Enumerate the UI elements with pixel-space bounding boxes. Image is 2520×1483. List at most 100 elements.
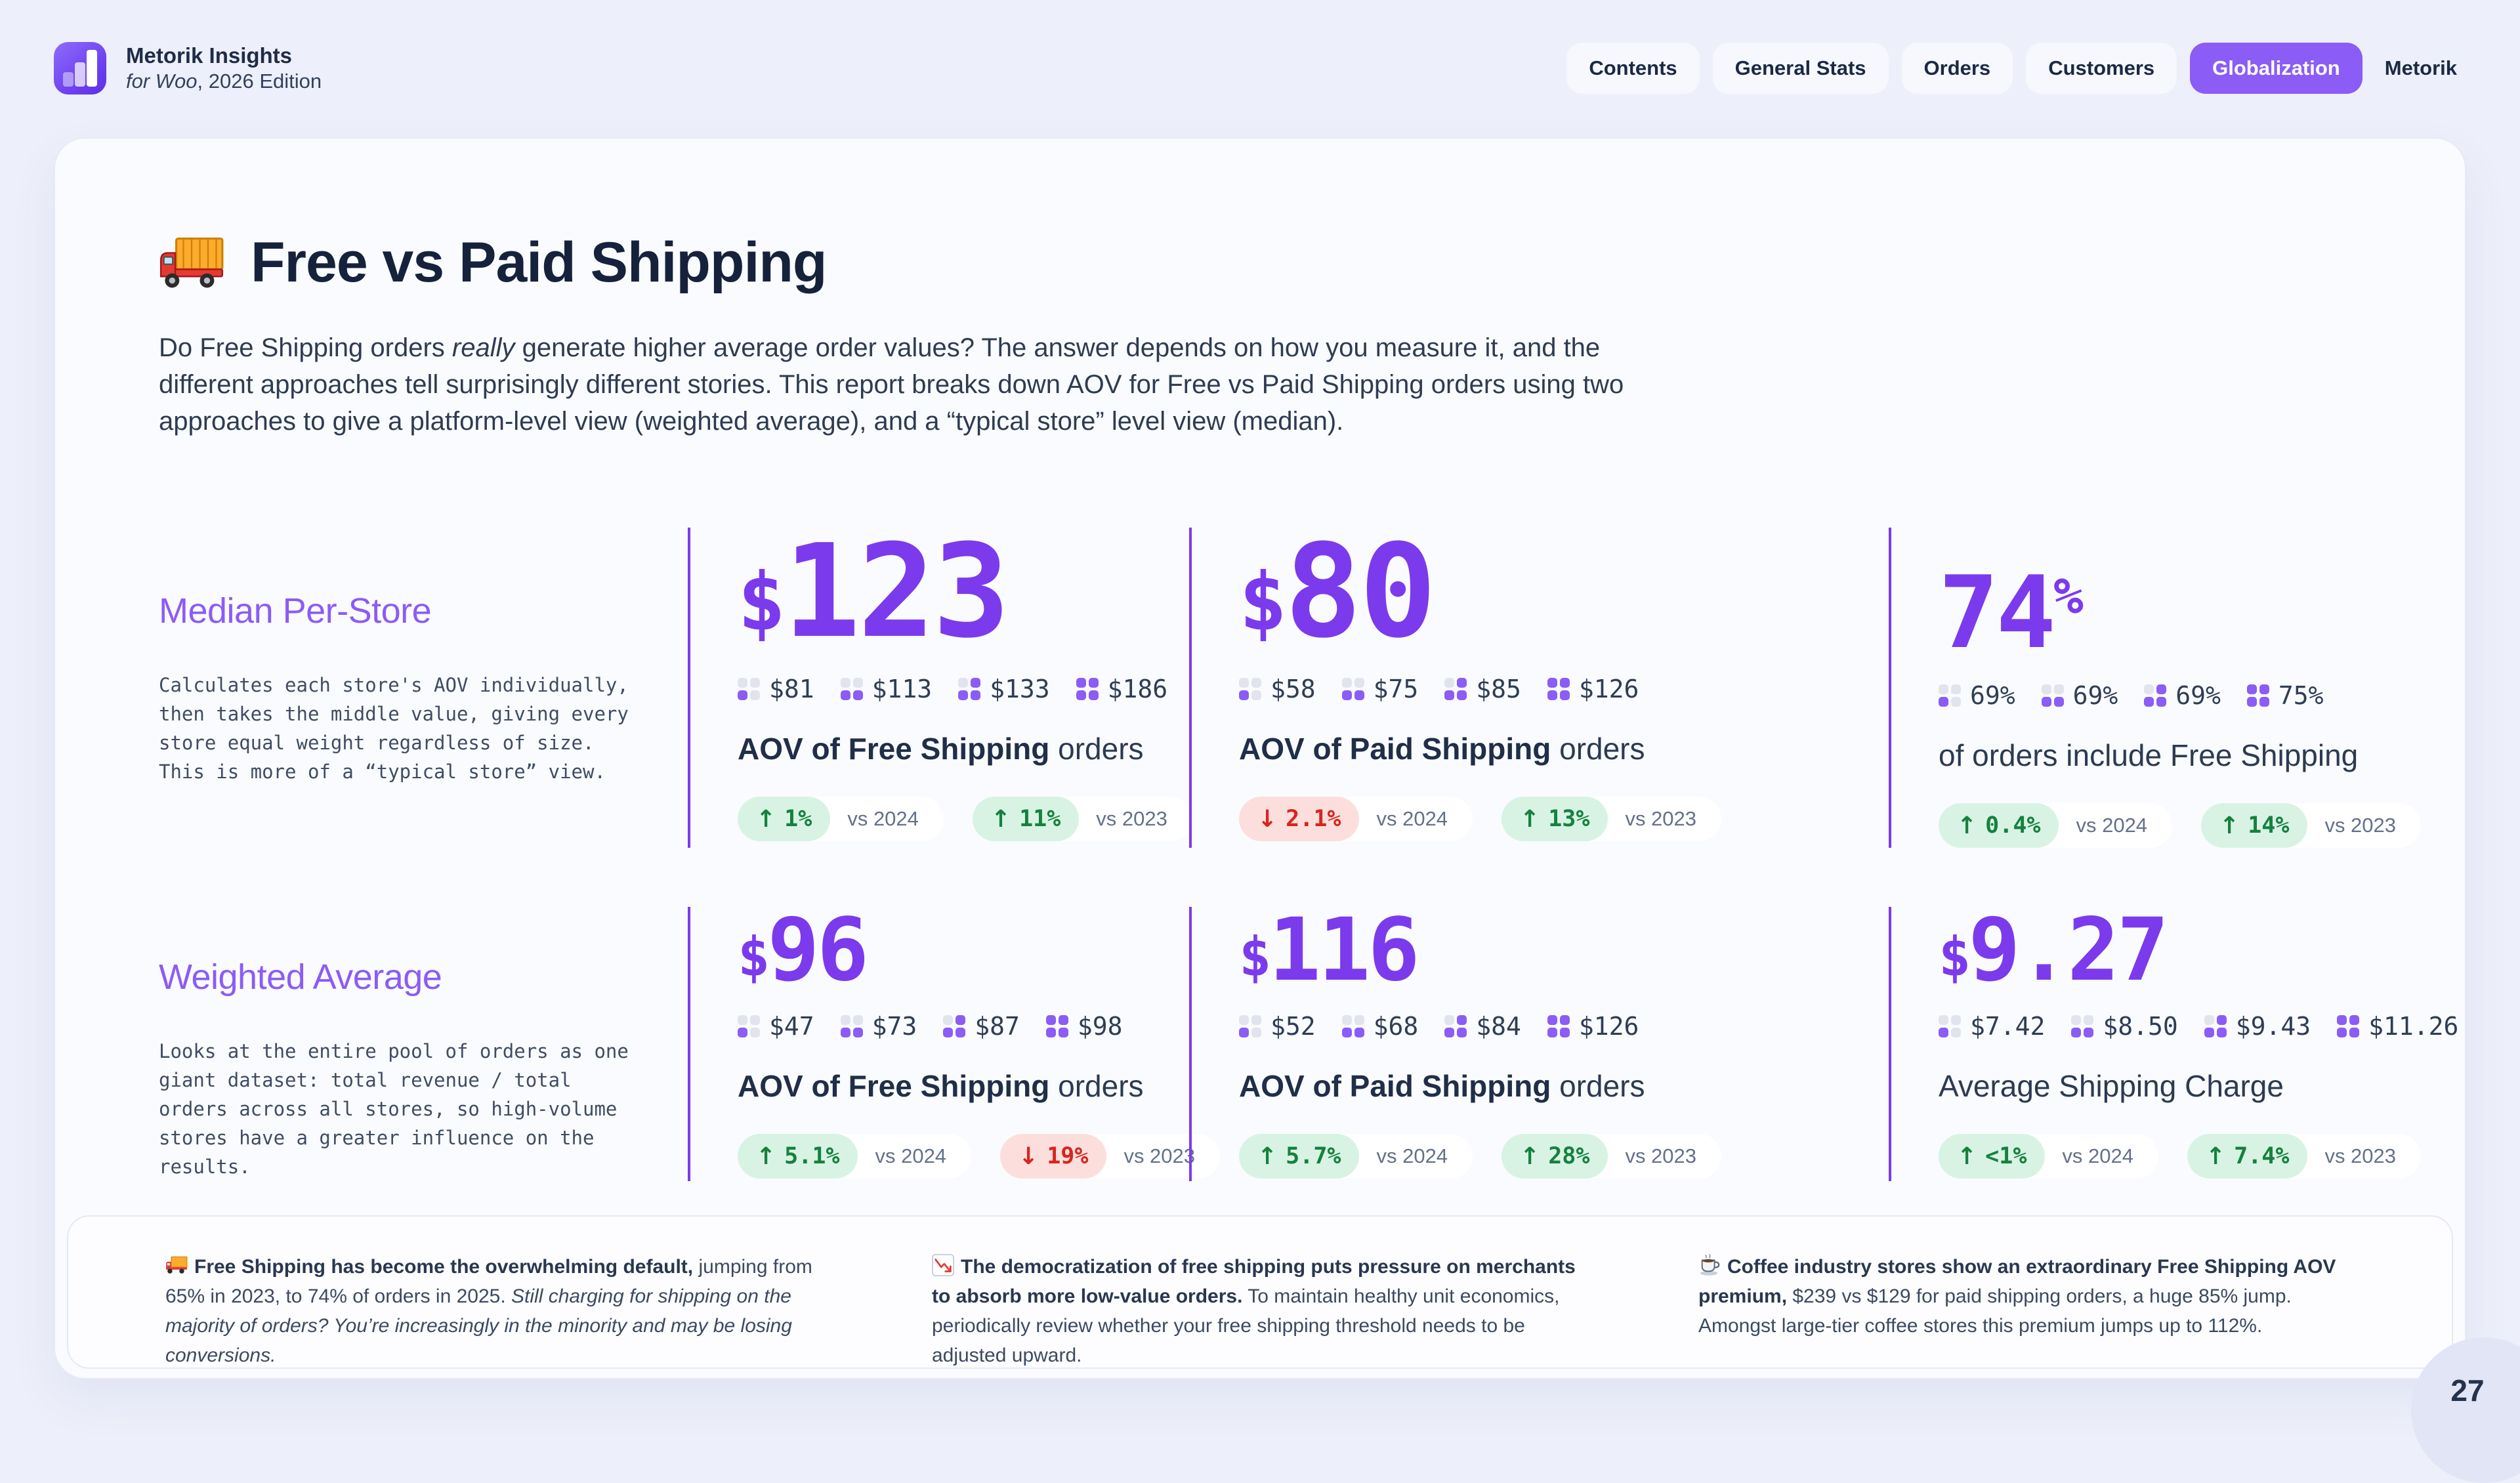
nav-item-general-stats[interactable]: General Stats	[1712, 42, 1889, 94]
arrow-up-icon: ↑	[1957, 812, 1977, 839]
top-nav: Contents General Stats Orders Customers …	[1566, 42, 2466, 94]
stat-label: AOV of Paid Shipping orders	[1239, 1069, 1645, 1103]
badge-row: ↑ 5.1% vs 2024 ↓ 19% vs 2023	[738, 1134, 1221, 1179]
quartile-row: $7.42 $8.50 $9.43 $11.26	[1939, 1012, 2458, 1041]
quartile-icon	[2071, 1015, 2094, 1037]
quartile-item: 69%	[2144, 681, 2221, 710]
quartile-icon	[840, 1015, 863, 1037]
section-description: Calculates each store's AOV individually…	[159, 674, 629, 783]
nav-item-metorik[interactable]: Metorik	[2384, 56, 2457, 79]
change-badge: ↑ 11% vs 2023	[972, 797, 1192, 841]
quartile-item: $7.42	[1939, 1012, 2045, 1041]
nav-item-customers[interactable]: Customers	[2026, 42, 2177, 94]
quartile-icon	[2337, 1015, 2360, 1037]
quartile-item: $81	[738, 675, 814, 703]
brand-title: Metorik Insights	[126, 43, 293, 68]
quartile-icon	[840, 678, 863, 700]
stat-label: AOV of Free Shipping orders	[738, 1069, 1144, 1103]
report-card: Free vs Paid Shipping Do Free Shipping o…	[54, 137, 2466, 1379]
top-bar: Metorik Insights for Woo, 2026 Edition C…	[54, 0, 2466, 136]
page-number: 27	[2450, 1373, 2485, 1408]
nav-item-orders[interactable]: Orders	[1901, 42, 2013, 94]
arrow-up-icon: ↑	[990, 805, 1011, 833]
quartile-item: $87	[943, 1012, 1020, 1041]
insights-callout: Free Shipping has become the overwhelmin…	[67, 1215, 2453, 1369]
truck-icon	[159, 237, 224, 287]
quartile-item: $8.50	[2071, 1012, 2178, 1041]
badge-row: ↑ 5.7% vs 2024 ↑ 28% vs 2023	[1239, 1134, 1889, 1179]
section-description: Looks at the entire pool of orders as on…	[159, 1040, 629, 1178]
page-title: Free vs Paid Shipping	[159, 230, 2465, 295]
quartile-item: $126	[1547, 675, 1639, 703]
stat-value: $80	[1239, 517, 1437, 667]
stat-label: of orders include Free Shipping	[1939, 738, 2359, 772]
quartile-icon	[943, 1015, 966, 1037]
arrow-up-icon: ↑	[1957, 1142, 1977, 1170]
coffee-icon	[1700, 1254, 1720, 1276]
stat-label: Average Shipping Charge	[1939, 1069, 2284, 1103]
quartile-icon	[738, 1015, 760, 1037]
callout-coffee-premium: Coffee industry stores show an extraordi…	[1698, 1252, 2353, 1370]
change-badge: ↑ 1% vs 2024	[738, 797, 944, 841]
arrow-down-icon: ↓	[1018, 1142, 1039, 1170]
change-badge: ↓ 19% vs 2023	[1000, 1134, 1221, 1179]
change-badge: ↑ 5.7% vs 2024	[1239, 1134, 1473, 1179]
quartile-item: $68	[1341, 1012, 1418, 1041]
stat-free-shipping-share: 74% 69% 69% 69% 75% of orders include Fr…	[1889, 528, 2458, 848]
intro-paragraph: Do Free Shipping orders really generate …	[159, 333, 1624, 436]
quartile-icon	[1239, 678, 1261, 700]
quartile-icon	[2041, 684, 2064, 707]
stat-median-paid-shipping-aov: $80 $58 $75 $85 $126 AOV of Paid Shippin…	[1189, 528, 1889, 848]
quartile-icon	[958, 678, 981, 700]
stat-value: $9.27	[1939, 900, 2169, 1001]
quartile-item: $47	[738, 1012, 814, 1041]
stat-weighted-free-shipping-aov: $96 $47 $73 $87 $98 AOV of Free Shipping…	[688, 900, 1221, 1181]
quartile-item: $113	[840, 675, 932, 703]
brand-subtitle: for Woo, 2026 Edition	[126, 69, 322, 93]
change-badge: ↑ 28% vs 2023	[1502, 1134, 1722, 1179]
quartile-item: 69%	[1939, 681, 2015, 710]
quartile-item: $11.26	[2337, 1012, 2458, 1041]
quartile-item: 75%	[2246, 681, 2324, 710]
section-heading: Weighted Average	[159, 957, 442, 997]
quartile-icon	[2204, 1015, 2227, 1037]
quartile-item: $84	[1444, 1012, 1521, 1041]
arrow-up-icon: ↑	[1520, 1142, 1540, 1170]
stat-label: AOV of Free Shipping orders	[738, 732, 1144, 766]
nav-item-contents[interactable]: Contents	[1566, 42, 1700, 94]
change-badge: ↑ 0.4% vs 2024	[1939, 803, 2173, 848]
quartile-icon	[1239, 1015, 1261, 1037]
brand[interactable]: Metorik Insights for Woo, 2026 Edition	[54, 41, 322, 94]
callout-free-shipping-default: Free Shipping has become the overwhelmin…	[165, 1252, 820, 1370]
change-badge: ↑ <1% vs 2024	[1939, 1134, 2158, 1179]
quartile-icon	[2246, 684, 2269, 707]
stat-average-shipping-charge: $9.27 $7.42 $8.50 $9.43 $11.26 Average S…	[1889, 907, 2458, 1181]
arrow-up-icon: ↑	[1520, 805, 1540, 833]
arrow-down-icon: ↓	[1257, 805, 1278, 833]
quartile-row: $81 $113 $133 $186	[738, 675, 1189, 703]
section-median-per-store: Median Per-Store Calculates each store's…	[159, 528, 688, 848]
quartile-item: $133	[958, 675, 1050, 703]
quartile-icon	[1547, 1015, 1570, 1037]
truck-icon	[166, 1256, 188, 1274]
quartile-icon	[1547, 678, 1570, 700]
section-weighted-average: Weighted Average Looks at the entire poo…	[159, 907, 688, 1181]
quartile-item: $52	[1239, 1012, 1316, 1041]
nav-item-globalization[interactable]: Globalization	[2190, 42, 2362, 94]
quartile-row: $58 $75 $85 $126	[1239, 675, 1889, 703]
change-badge: ↑ 13% vs 2023	[1502, 797, 1722, 841]
arrow-up-icon: ↑	[2205, 1142, 2226, 1170]
arrow-up-icon: ↑	[756, 1142, 776, 1170]
quartile-icon	[1341, 1015, 1364, 1037]
quartile-item: $126	[1547, 1012, 1639, 1041]
quartile-icon	[1341, 678, 1364, 700]
stats-grid: Median Per-Store Calculates each store's…	[159, 528, 2458, 1181]
badge-row: ↑ <1% vs 2024 ↑ 7.4% vs 2023	[1939, 1134, 2458, 1179]
section-heading: Median Per-Store	[159, 591, 432, 631]
change-badge: ↓ 2.1% vs 2024	[1239, 797, 1473, 841]
quartile-item: $73	[840, 1012, 917, 1041]
arrow-up-icon: ↑	[756, 805, 776, 833]
quartile-icon	[1939, 684, 1961, 707]
stat-value: $96	[738, 900, 869, 1001]
arrow-up-icon: ↑	[1257, 1142, 1278, 1170]
